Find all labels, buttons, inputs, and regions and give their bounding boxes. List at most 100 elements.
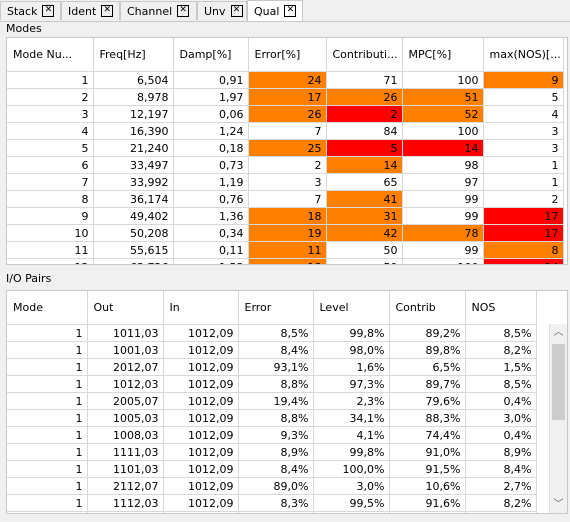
table-cell: 3 (483, 122, 564, 140)
table-cell: 8,9% (238, 443, 314, 461)
table-row[interactable]: 1 6,504 0,91 24 71 100 9 (7, 71, 564, 89)
table-cell: 0,4% (465, 426, 537, 444)
modes-column-header[interactable]: Freq[Hz] (93, 38, 174, 72)
table-cell: 1 (7, 494, 88, 512)
table-cell: 18 (248, 258, 327, 264)
table-cell: 1012,09 (163, 375, 239, 393)
close-icon[interactable]: ✕ (177, 5, 190, 17)
table-cell: 6,504 (93, 71, 174, 89)
io-vertical-scrollbar[interactable]: ︿ ﹀ (549, 324, 567, 513)
table-row[interactable]: 1 1111,03 1012,09 8,9% 99,8% 91,0% 8,9% (7, 443, 537, 461)
tab-qual[interactable]: Qual ✕ (247, 0, 303, 21)
close-icon[interactable]: ✕ (42, 5, 55, 17)
table-cell: 1008,03 (87, 426, 164, 444)
table-cell: 0,4% (465, 392, 537, 410)
table-cell: 50 (326, 241, 403, 259)
tab-unv[interactable]: Unv ✕ (197, 1, 247, 20)
table-row[interactable]: 2 8,978 1,97 17 26 51 5 (7, 88, 564, 106)
table-row[interactable]: 5 21,240 0,18 25 5 14 3 (7, 139, 564, 157)
table-cell: 6,5% (389, 358, 466, 376)
io-column-header[interactable]: Level (313, 291, 390, 325)
table-row[interactable]: 1 1012,03 1012,09 8,8% 97,3% 89,7% 8,5% (7, 375, 537, 393)
table-row[interactable]: 1 1008,03 1012,09 9,3% 4,1% 74,4% 0,4% (7, 426, 537, 444)
table-cell: 1012,09 (163, 426, 239, 444)
table-cell: 0,06 (173, 105, 249, 123)
table-row[interactable]: 6 33,497 0,73 2 14 98 1 (7, 156, 564, 174)
modes-column-header[interactable]: Contributi... (326, 38, 403, 72)
close-icon[interactable]: ✕ (101, 5, 114, 17)
io-column-header[interactable]: In (163, 291, 239, 325)
table-cell: 2,7% (465, 477, 537, 495)
modes-column-header[interactable]: max(NOS)[... (483, 38, 564, 72)
table-row[interactable]: 8 36,174 0,76 7 41 99 2 (7, 190, 564, 208)
table-row[interactable]: 1 1001,03 1012,09 8,4% 98,0% 89,8% 8,2% (7, 341, 537, 359)
table-cell: 19,4% (238, 392, 314, 410)
io-column-header[interactable]: Error (238, 291, 314, 325)
table-row[interactable]: 10 50,208 0,34 19 42 78 17 (7, 224, 564, 242)
table-cell: 1005,03 (87, 409, 164, 427)
table-cell: 8,4% (238, 460, 314, 478)
scroll-down-icon[interactable]: ﹀ (553, 499, 564, 510)
io-column-header[interactable]: Mode (7, 291, 88, 325)
table-cell: 98,0% (313, 341, 390, 359)
table-cell: 50,208 (93, 224, 174, 242)
table-cell: 1012,09 (163, 409, 239, 427)
table-cell: 8,4% (238, 341, 314, 359)
io-pairs-table: Mode Out In Error Level Contrib NOS 1 1011,03 10… (7, 291, 537, 513)
table-cell: 0,91 (173, 71, 249, 89)
table-cell: 24 (248, 71, 327, 89)
table-cell: 1 (7, 392, 88, 410)
table-row[interactable]: 1 1011,03 1012,09 8,5% 99,8% 89,2% 8,5% (7, 324, 537, 342)
table-row[interactable]: 7 33,992 1,19 3 65 97 1 (7, 173, 564, 191)
scroll-up-icon[interactable]: ︿ (553, 327, 564, 338)
table-cell: 3 (7, 105, 94, 123)
tab-ident[interactable]: Ident ✕ (61, 1, 120, 20)
tab-label: Ident (68, 4, 97, 18)
close-icon[interactable]: ✕ (284, 5, 297, 17)
io-column-header[interactable]: Contrib (389, 291, 466, 325)
io-column-header[interactable]: Out (87, 291, 164, 325)
table-cell: 14 (326, 156, 403, 174)
table-row[interactable]: 3 12,197 0,06 26 2 52 4 (7, 105, 564, 123)
table-cell: 97 (402, 173, 484, 191)
table-cell: 74,4% (389, 426, 466, 444)
table-row[interactable]: 1 1101,03 1012,09 8,4% 100,0% 91,5% 8,4% (7, 460, 537, 478)
close-icon[interactable]: ✕ (230, 5, 243, 17)
table-row[interactable]: 1 1005,03 1012,09 8,8% 34,1% 88,3% 3,0% (7, 409, 537, 427)
table-cell: 33,992 (93, 173, 174, 191)
table-row[interactable]: 1 2112,07 1012,09 89,0% 3,0% 10,6% 2,7% (7, 477, 537, 495)
modes-column-header[interactable]: Mode Nu... (7, 38, 94, 72)
tab-stack[interactable]: Stack ✕ (0, 1, 61, 20)
io-column-header[interactable]: NOS (465, 291, 537, 325)
modes-column-header[interactable]: Error[%] (248, 38, 327, 72)
table-row[interactable]: 4 16,390 1,24 7 84 100 3 (7, 122, 564, 140)
tab-channel[interactable]: Channel ✕ (120, 1, 197, 20)
modes-column-header[interactable]: MPC[%] (402, 38, 484, 72)
table-cell: 14 (402, 139, 484, 157)
modes-column-header[interactable]: Damp[%] (173, 38, 249, 72)
table-cell: 2,3% (313, 392, 390, 410)
table-row[interactable]: 1 2012,07 1012,09 93,1% 1,6% 6,5% 1,5% (7, 358, 537, 376)
table-cell: 21,240 (93, 139, 174, 157)
table-row[interactable]: 1 2005,07 1012,09 19,4% 2,3% 79,6% 0,4% (7, 392, 537, 410)
table-cell: 1,5% (465, 358, 537, 376)
table-cell: 1 (483, 156, 564, 174)
table-cell: 1 (7, 477, 88, 495)
table-cell: 42 (326, 224, 403, 242)
table-row[interactable]: 1263,7261,53185910014 (7, 258, 564, 264)
scrollbar-thumb[interactable] (552, 344, 565, 420)
table-cell: 34,1% (313, 409, 390, 427)
table-cell: 1,24 (173, 122, 249, 140)
table-cell: 8,5% (465, 324, 537, 342)
table-cell: 100 (402, 122, 484, 140)
table-cell: 11 (7, 241, 94, 259)
table-row[interactable]: 1 1112,03 1012,09 8,3% 99,5% 91,6% 8,2% (7, 494, 537, 512)
table-cell: 12 (7, 258, 94, 264)
table-cell: 0,73 (173, 156, 249, 174)
table-row[interactable]: 11 55,615 0,11 11 50 99 8 (7, 241, 564, 259)
table-cell: 4,1% (313, 426, 390, 444)
table-cell: 65 (326, 173, 403, 191)
table-row[interactable]: 9 49,402 1,36 18 31 99 17 (7, 207, 564, 225)
table-cell: 2 (326, 105, 403, 123)
